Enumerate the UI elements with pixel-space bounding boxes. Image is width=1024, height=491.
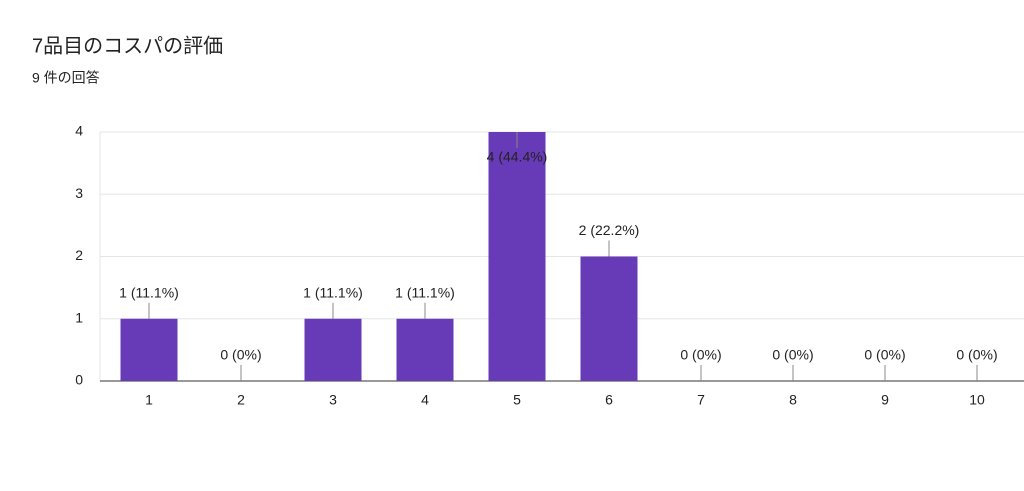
x-tick-label: 9: [881, 392, 889, 408]
bar: [580, 256, 638, 381]
x-tick-label: 7: [697, 392, 705, 408]
data-label: 1 (11.1%): [395, 284, 455, 300]
x-tick-label: 6: [605, 392, 613, 408]
chart-subtitle: 9 件の回答: [32, 70, 100, 86]
data-label: 0 (0%): [220, 347, 261, 363]
data-label: 0 (0%): [772, 347, 813, 363]
data-label: 2 (22.2%): [579, 222, 640, 238]
y-tick-label: 3: [75, 185, 83, 201]
y-tick-label: 1: [75, 309, 83, 325]
x-tick-label: 2: [237, 392, 245, 408]
y-tick-label: 2: [75, 247, 83, 263]
x-tick-label: 1: [145, 392, 153, 408]
x-tick-label: 10: [969, 392, 985, 408]
x-tick-label: 8: [789, 392, 797, 408]
data-label: 1 (11.1%): [303, 284, 363, 300]
data-label: 1 (11.1%): [119, 284, 179, 300]
data-label: 4 (44.4%): [487, 149, 548, 165]
data-label: 0 (0%): [956, 347, 997, 363]
bar: [396, 318, 454, 381]
x-tick-label: 5: [513, 392, 521, 408]
y-tick-label: 0: [75, 372, 83, 388]
y-tick-label: 4: [75, 123, 83, 139]
x-tick-label: 3: [329, 392, 337, 408]
bar: [304, 318, 362, 381]
bar: [488, 132, 546, 381]
data-label: 0 (0%): [680, 347, 721, 363]
data-label: 0 (0%): [864, 347, 905, 363]
x-tick-label: 4: [421, 392, 429, 408]
chart-title: 7品目のコスパの評価: [32, 34, 223, 57]
bar: [120, 318, 178, 381]
